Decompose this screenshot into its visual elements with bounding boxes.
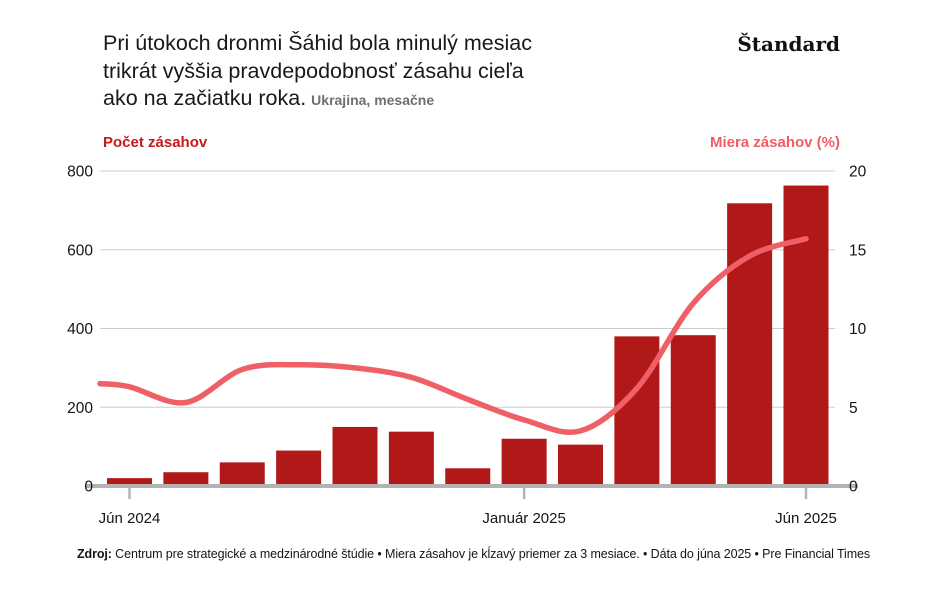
bar-Apríl 2025 — [670, 335, 716, 486]
source-label: Zdroj: — [77, 547, 112, 561]
right-axis-tick-label: 10 — [849, 321, 867, 338]
left-axis-series-label: Počet zásahov — [103, 134, 208, 151]
title-line-2: trikrát vyššia pravdepodobnosť zásahu ci… — [103, 58, 524, 83]
brand-logo: Štandard — [737, 32, 840, 56]
bar-Marec 2025 — [614, 336, 660, 486]
bar-Sep 2024 — [276, 450, 322, 486]
bar-Jún 2024 — [107, 478, 152, 486]
chart-subtitle: Ukrajina, mesačne — [311, 92, 435, 108]
hit-rate-line — [97, 235, 809, 435]
source-note: Zdroj: Centrum pre strategické a medziná… — [77, 547, 907, 561]
left-axis-tick-label: 400 — [67, 321, 93, 338]
right-axis-series-label: Miera zásahov (%) — [709, 134, 840, 151]
title-line-3: ako na začiatku roka. Ukrajina, mesačne — [103, 85, 532, 115]
chart-plot-area: Jún 2024 Január 2025 Jún 20250200400600800… — [67, 164, 867, 528]
right-axis-tick-label: 0 — [849, 479, 858, 496]
x-tick-label: Jún 2025 — [775, 510, 837, 527]
bar-Jún 2025 — [783, 185, 829, 486]
bar-Okt 2024 — [332, 426, 378, 486]
title-line-3-text: ako na začiatku roka. — [103, 86, 307, 110]
bar-Január 2025 — [501, 438, 547, 486]
right-axis-tick-label: 15 — [849, 242, 866, 259]
x-tick-label: Január 2025 — [482, 510, 565, 527]
x-tick-label: Jún 2024 — [99, 510, 161, 527]
bar-Máj 2025 — [727, 203, 773, 486]
left-axis-tick-label: 200 — [67, 400, 93, 417]
source-text: Centrum pre strategické a medzinárodné š… — [111, 547, 871, 561]
bar-Júl 2024 — [163, 472, 209, 486]
left-axis-tick-label: 0 — [84, 479, 93, 496]
left-axis-tick-label: 800 — [67, 164, 93, 181]
bar-Aug 2024 — [219, 462, 265, 486]
title-line-1: Pri útokoch dronmi Šáhid bola minulý mes… — [103, 31, 533, 55]
bar-Február 2025 — [558, 444, 603, 486]
chart-title: Pri útokoch dronmi Šáhid bola minulý mes… — [103, 30, 532, 115]
right-axis-tick-label: 5 — [849, 400, 858, 417]
bar-Dec 2024 — [445, 468, 491, 486]
left-axis-tick-label: 600 — [67, 242, 93, 259]
right-axis-tick-label: 20 — [849, 164, 867, 181]
bar-Nov 2024 — [388, 431, 434, 486]
